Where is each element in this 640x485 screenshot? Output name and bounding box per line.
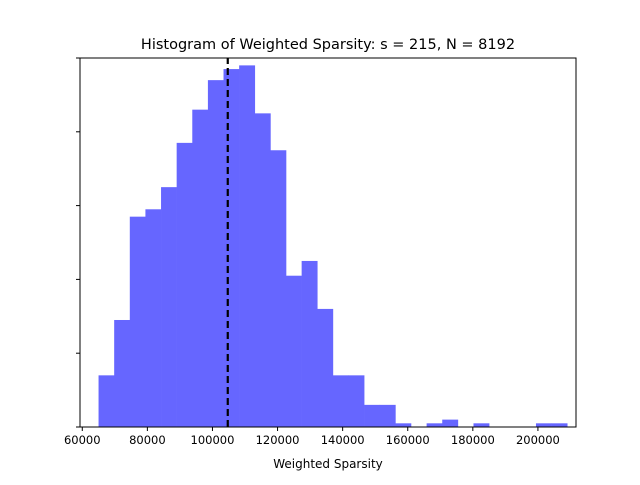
x-tick-label: 100000 bbox=[191, 433, 235, 447]
histogram-bar bbox=[442, 419, 459, 427]
x-axis-ticks: 60000 80000 100000 120000 140000 160000 180000… bbox=[64, 427, 560, 447]
histogram-bar bbox=[223, 69, 240, 427]
histogram-bar bbox=[348, 375, 365, 427]
histogram-bar bbox=[239, 65, 256, 427]
histogram-bar bbox=[98, 375, 115, 427]
histogram-bar bbox=[270, 150, 287, 427]
histogram-bar bbox=[395, 423, 412, 427]
plot-frame bbox=[79, 57, 577, 428]
histogram-bar bbox=[473, 423, 490, 427]
histogram-bar bbox=[176, 142, 193, 427]
histogram-bar bbox=[535, 423, 552, 427]
x-tick-label: 60000 bbox=[64, 433, 101, 447]
histogram-bar bbox=[254, 113, 271, 427]
histogram-bar bbox=[161, 187, 177, 427]
histogram-bar bbox=[379, 404, 396, 427]
histogram-bar bbox=[192, 109, 209, 427]
x-tick-label: 140000 bbox=[321, 433, 365, 447]
x-tick-label: 80000 bbox=[129, 433, 166, 447]
histogram-bar bbox=[317, 308, 334, 427]
histogram-bar bbox=[286, 275, 302, 427]
histogram-bar bbox=[301, 260, 318, 427]
histogram-bar bbox=[426, 423, 443, 427]
histogram-bar bbox=[129, 216, 146, 427]
histogram-bar bbox=[145, 209, 162, 427]
bars-group bbox=[98, 65, 568, 427]
x-axis-label: Weighted Sparsity bbox=[273, 457, 383, 471]
histogram-bar bbox=[551, 423, 568, 427]
x-tick-label: 120000 bbox=[256, 433, 300, 447]
chart-title: Histogram of Weighted Sparsity: s = 215,… bbox=[141, 37, 515, 53]
histogram-bar bbox=[364, 404, 381, 427]
x-tick-label: 200000 bbox=[516, 433, 560, 447]
x-tick-label: 180000 bbox=[451, 433, 495, 447]
histogram-bar bbox=[207, 80, 224, 427]
x-tick-label: 160000 bbox=[386, 433, 430, 447]
histogram-bar bbox=[332, 375, 349, 427]
y-axis-ticks bbox=[76, 57, 80, 428]
histogram-bar bbox=[114, 319, 131, 427]
